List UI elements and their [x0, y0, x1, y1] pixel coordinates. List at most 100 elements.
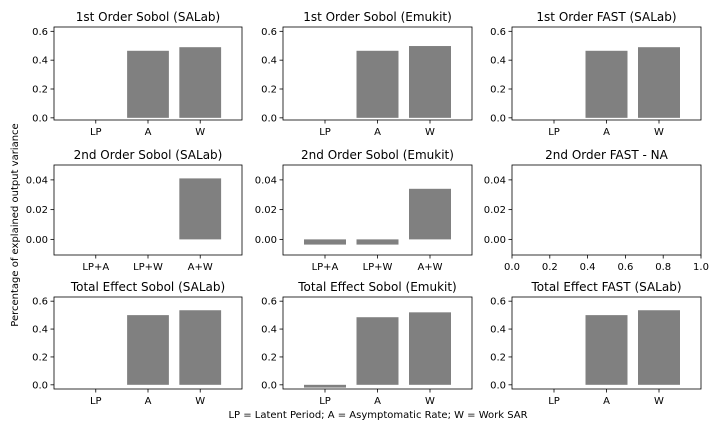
x-tick-label: LP+W — [133, 262, 163, 273]
axes-frame — [282, 26, 473, 121]
y-tick-label: 0.0 — [490, 380, 506, 391]
panel-title: 2nd Order FAST - NA — [545, 148, 668, 162]
x-tick-label: LP+W — [363, 262, 393, 273]
bar-a — [585, 315, 628, 385]
x-tick-label: 0.0 — [504, 262, 520, 273]
bar-w — [638, 310, 680, 385]
panel-title: 1st Order Sobol (Emukit) — [303, 10, 452, 24]
bar-a — [356, 50, 399, 118]
x-tick-label: LP+A — [312, 262, 339, 273]
y-tick-label: 0.02 — [26, 205, 48, 216]
axes-frame — [511, 164, 702, 256]
y-tick-label: 0.4 — [261, 325, 277, 336]
x-tick-label: LP — [548, 396, 560, 407]
axes-frame — [53, 296, 243, 390]
bar-a — [585, 50, 628, 118]
y-tick-label: 0.6 — [261, 297, 277, 308]
y-tick-label: 0.6 — [490, 27, 506, 38]
x-tick-label: LP — [319, 127, 331, 138]
x-tick-label: A — [603, 396, 610, 407]
bar-lp — [304, 384, 346, 388]
x-tick-label: W — [654, 396, 664, 407]
bar-w — [638, 47, 680, 118]
y-tick-label: 0.02 — [484, 205, 506, 216]
axes-frame — [53, 164, 243, 256]
x-tick-label: LP — [319, 396, 331, 407]
x-tick-label: A — [374, 127, 381, 138]
bar-a-w — [179, 178, 222, 240]
x-tick-label: W — [425, 396, 435, 407]
bar-w — [179, 310, 222, 385]
panel-title: Total Effect Sobol (SALab) — [70, 280, 225, 294]
y-tick-label: 0.2 — [490, 85, 506, 96]
y-tick-label: 0.2 — [261, 352, 277, 363]
panel-title: 1st Order FAST (SALab) — [536, 10, 676, 24]
y-tick-label: 0.0 — [32, 380, 48, 391]
x-tick-label: 0.4 — [580, 262, 596, 273]
axes-frame — [282, 164, 473, 256]
y-tick-label: 0.00 — [255, 235, 277, 246]
bar-lp-w — [356, 239, 399, 245]
y-tick-label: 0.6 — [32, 297, 48, 308]
axes-frame — [53, 26, 243, 121]
x-tick-label: LP+A — [82, 262, 109, 273]
y-tick-label: 0.2 — [32, 352, 48, 363]
y-tick-label: 0.00 — [26, 235, 48, 246]
y-tick-label: 0.0 — [32, 113, 48, 124]
x-tick-label: W — [654, 127, 664, 138]
y-tick-label: 0.00 — [484, 235, 506, 246]
y-tick-label: 0.0 — [490, 113, 506, 124]
x-tick-label: A+W — [188, 262, 213, 273]
panel-title: Total Effect FAST (SALab) — [530, 280, 681, 294]
figure-y-label: Percentage of explained output variance — [10, 123, 21, 326]
y-tick-label: 0.4 — [490, 325, 506, 336]
panel-title: 1st Order Sobol (SALab) — [76, 10, 220, 24]
y-tick-label: 0.04 — [484, 175, 506, 186]
x-tick-label: LP — [548, 127, 560, 138]
y-tick-label: 0.6 — [32, 27, 48, 38]
bar-a-w — [409, 188, 451, 240]
x-tick-label: A — [145, 127, 152, 138]
x-tick-label: W — [425, 127, 435, 138]
y-tick-label: 0.4 — [32, 325, 48, 336]
chart-panel-7: Total Effect Sobol (SALab) LP A W 0.0 0.2 0.4 0… — [32, 280, 243, 407]
x-tick-label: A+W — [417, 262, 442, 273]
x-tick-label: 0.6 — [617, 262, 633, 273]
y-tick-label: 0.4 — [490, 56, 506, 67]
panel-title: 2nd Order Sobol (SALab) — [74, 148, 223, 162]
panel-title: Total Effect Sobol (Emukit) — [297, 280, 456, 294]
chart-panel-8: Total Effect Sobol (Emukit) LP A W 0.0 0.2 0.4… — [261, 280, 473, 407]
y-tick-label: 0.6 — [261, 27, 277, 38]
x-tick-label: W — [195, 396, 205, 407]
bar-a — [356, 317, 399, 385]
chart-panel-4: 2nd Order Sobol (SALab) LP+A LP+W A+W 0.00 0.… — [26, 148, 243, 273]
x-tick-label: A — [145, 396, 152, 407]
bar-w — [409, 46, 451, 118]
x-tick-label: A — [374, 396, 381, 407]
chart-panel-5: 2nd Order Sobol (Emukit) LP+A LP+W A+W 0.00 0… — [255, 148, 473, 273]
chart-panel-3: 1st Order FAST (SALab) LP A W 0.0 0.2 0.4 0.6 — [490, 10, 702, 138]
axes-frame — [282, 296, 473, 390]
chart-panel-1: 1st Order Sobol (SALab) LP A W 0.0 0.2 0.4 0.6 — [32, 10, 243, 138]
y-tick-label: 0.6 — [490, 297, 506, 308]
bar-a — [127, 315, 169, 385]
bar-a — [127, 50, 169, 118]
y-tick-label: 0.4 — [32, 56, 48, 67]
axes-frame — [511, 296, 702, 390]
y-tick-label: 0.4 — [261, 56, 277, 67]
y-tick-label: 0.0 — [261, 113, 277, 124]
y-tick-label: 0.02 — [255, 205, 277, 216]
x-tick-label: 0.2 — [542, 262, 558, 273]
bar-w — [179, 47, 222, 118]
x-tick-label: 1.0 — [693, 262, 709, 273]
x-tick-label: A — [603, 127, 610, 138]
chart-panel-2: 1st Order Sobol (Emukit) LP A W 0.0 0.2 0.4 0.6 — [261, 10, 473, 138]
bar-w — [409, 312, 451, 385]
y-tick-label: 0.04 — [26, 175, 48, 186]
axes-frame — [511, 26, 702, 121]
x-tick-label: LP — [90, 396, 102, 407]
y-tick-label: 0.04 — [255, 175, 277, 186]
chart-panel-6: 2nd Order FAST - NA 0.0 0.2 0.4 0.6 0.8 1.0 0.0… — [484, 148, 709, 273]
bar-lp-a — [304, 239, 346, 245]
